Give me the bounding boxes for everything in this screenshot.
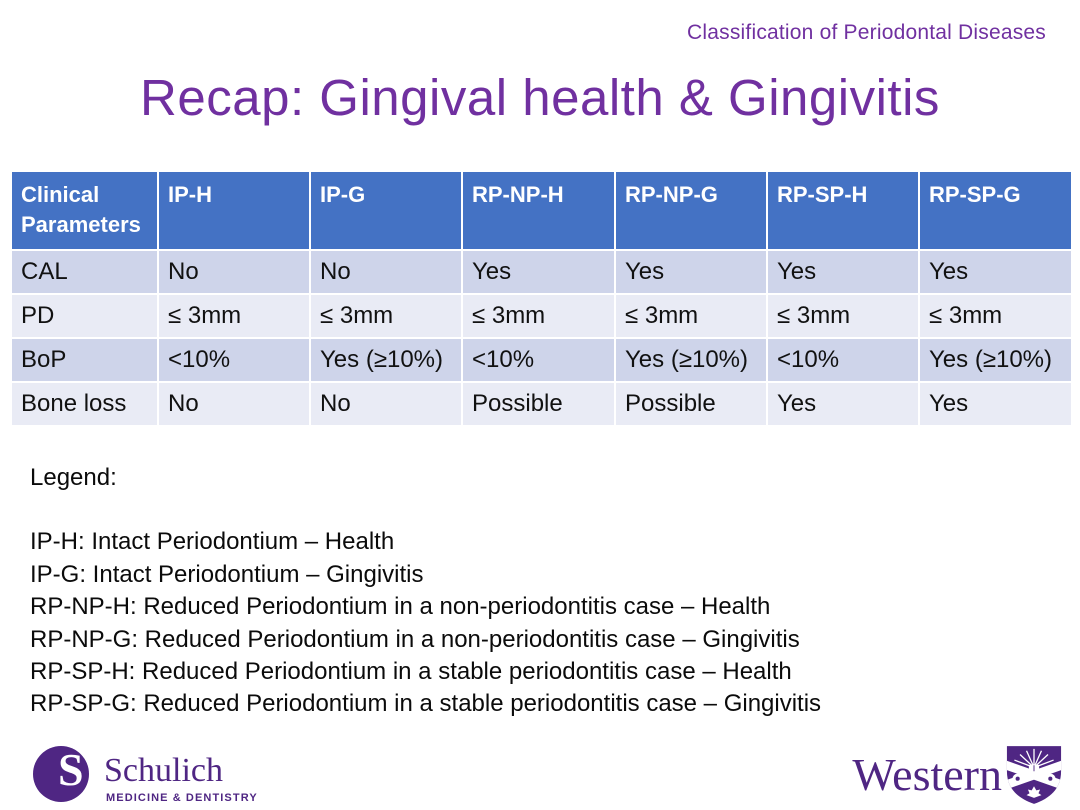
table-cell: No [309, 381, 463, 427]
table-cell: Yes [766, 249, 920, 295]
table-cell: No [309, 249, 463, 295]
schulich-circle-icon: S [33, 746, 89, 802]
slide-header-text: Classification of Periodontal Diseases [687, 21, 1046, 44]
table-cell: ≤ 3mm [461, 293, 616, 339]
table-cell: Yes [918, 381, 1073, 427]
legend-item: IP-H: Intact Periodontium – Health [30, 528, 395, 556]
legend-item: RP-SP-G: Reduced Periodontium in a stabl… [30, 690, 822, 718]
table-cell: No [157, 381, 311, 427]
table-cell: ≤ 3mm [614, 293, 768, 339]
table-cell: <10% [461, 337, 616, 383]
table-cell: Yes [461, 249, 616, 295]
row-label: Bone loss [10, 381, 159, 427]
column-header: RP-NP-H [461, 170, 616, 251]
column-header: IP-G [309, 170, 463, 251]
table-row: Bone loss No No Possible Possible Yes Ye… [10, 381, 1073, 427]
column-header: Clinical Parameters [10, 170, 159, 251]
table-row: PD ≤ 3mm ≤ 3mm ≤ 3mm ≤ 3mm ≤ 3mm ≤ 3mm [10, 293, 1073, 339]
table-cell: ≤ 3mm [157, 293, 311, 339]
legend-item: IP-G: Intact Periodontium – Gingivitis [30, 560, 424, 588]
schulich-wordmark: Schulich [104, 752, 223, 789]
table-cell: <10% [766, 337, 920, 383]
column-header: RP-SP-H [766, 170, 920, 251]
western-shield-icon [1006, 746, 1062, 804]
page-title: Recap: Gingival health & Gingivitis [140, 69, 940, 126]
table-cell: Yes (≥10%) [918, 337, 1073, 383]
clinical-parameters-table: Clinical Parameters IP-H IP-G RP-NP-H RP… [10, 170, 1073, 427]
table-cell: Yes (≥10%) [614, 337, 768, 383]
column-header: RP-SP-G [918, 170, 1073, 251]
table-cell: No [157, 249, 311, 295]
table-cell: Yes [918, 249, 1073, 295]
table-header-row: Clinical Parameters IP-H IP-G RP-NP-H RP… [10, 170, 1073, 251]
schulich-subtitle: MEDICINE & DENTISTRY [106, 792, 258, 804]
table-cell: Possible [614, 381, 768, 427]
western-wordmark: Western [852, 749, 1002, 800]
legend-spacer [30, 494, 821, 526]
legend-item: RP-NP-G: Reduced Periodontium in a non-p… [30, 625, 800, 653]
table-cell: ≤ 3mm [918, 293, 1073, 339]
table-cell: Yes (≥10%) [309, 337, 463, 383]
table-cell: Yes [766, 381, 920, 427]
table-cell: ≤ 3mm [766, 293, 920, 339]
table-cell: Yes [614, 249, 768, 295]
western-logo: Western [852, 744, 1062, 806]
row-label: PD [10, 293, 159, 339]
table-cell: ≤ 3mm [309, 293, 463, 339]
table-cell: <10% [157, 337, 311, 383]
table-cell: Possible [461, 381, 616, 427]
schulich-monogram: S [58, 744, 84, 795]
column-header: IP-H [157, 170, 311, 251]
row-label: CAL [10, 249, 159, 295]
legend-block: Legend: IP-H: Intact Periodontium – Heal… [30, 462, 821, 721]
table-row: BoP <10% Yes (≥10%) <10% Yes (≥10%) <10%… [10, 337, 1073, 383]
schulich-logo: S Schulich MEDICINE & DENTISTRY [33, 746, 363, 806]
row-label: BoP [10, 337, 159, 383]
column-header: RP-NP-G [614, 170, 768, 251]
legend-heading: Legend: [30, 464, 117, 491]
legend-item: RP-SP-H: Reduced Periodontium in a stabl… [30, 658, 792, 686]
legend-item: RP-NP-H: Reduced Periodontium in a non-p… [30, 593, 771, 621]
table-row: CAL No No Yes Yes Yes Yes [10, 249, 1073, 295]
